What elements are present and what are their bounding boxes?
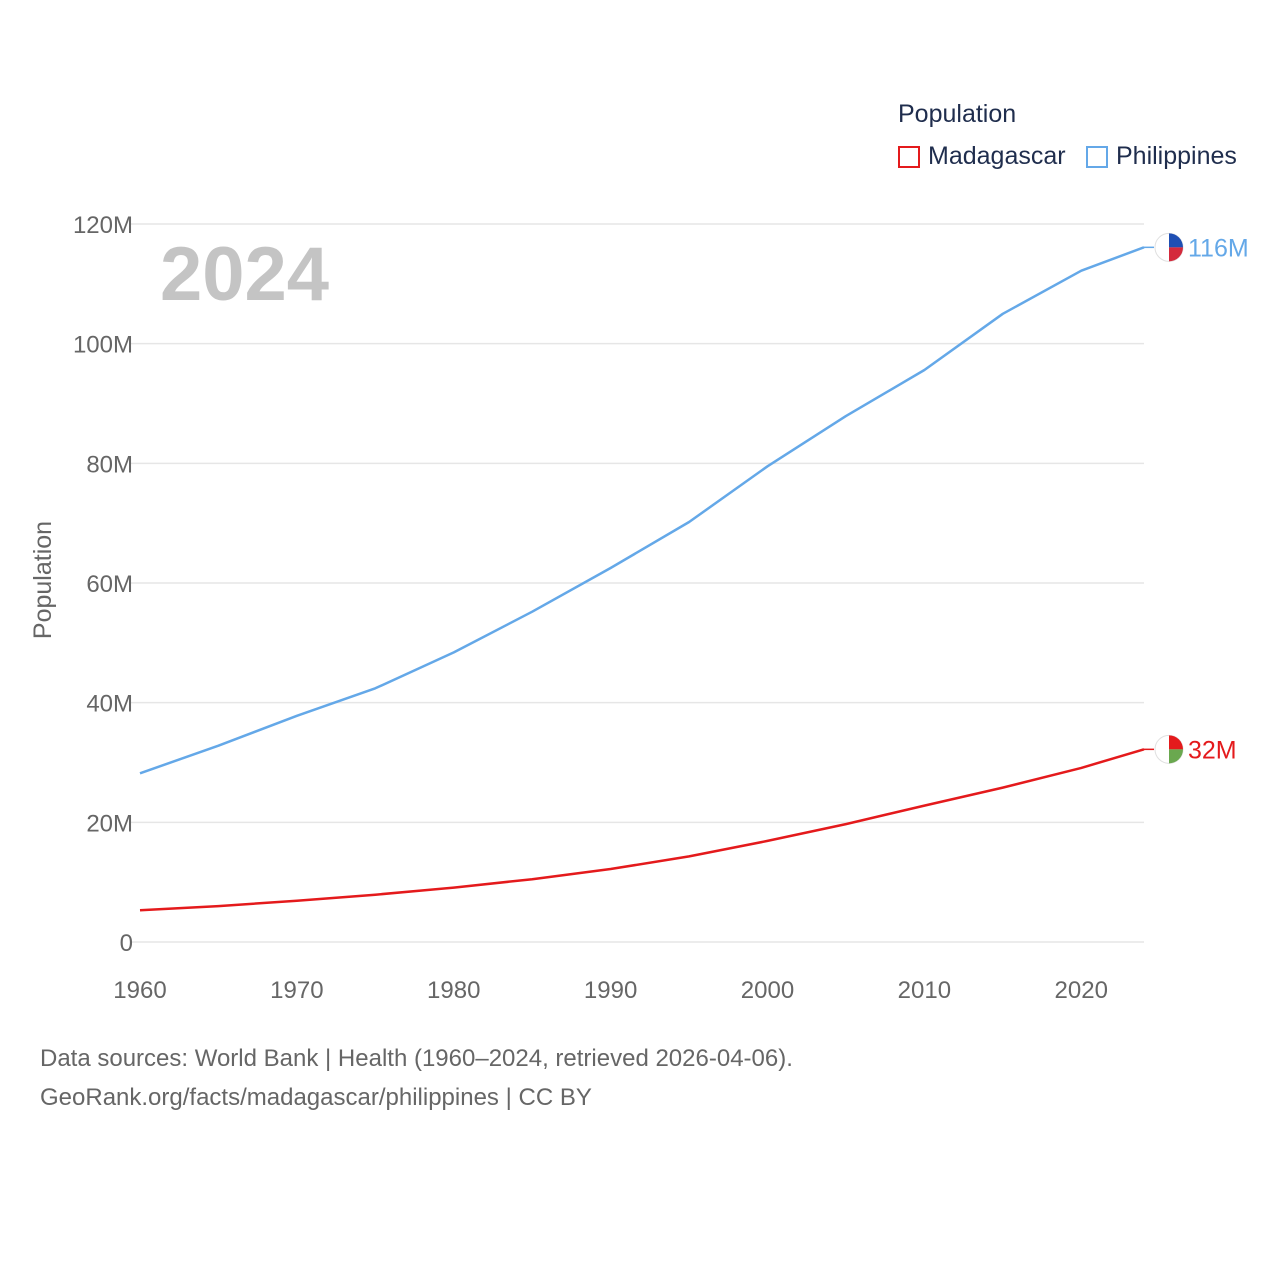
- flag-bottom: [1169, 749, 1183, 764]
- y-axis-label: Population: [29, 521, 57, 639]
- x-tick-label: 2020: [1055, 977, 1108, 1004]
- flag-bottom: [1169, 247, 1183, 262]
- y-tick-label: 60M: [86, 571, 133, 598]
- source-line-1: Data sources: World Bank | Health (1960–…: [40, 1045, 793, 1072]
- flag-top: [1169, 233, 1183, 248]
- flag-top: [1169, 735, 1183, 750]
- series-group: 32M 116M: [139, 232, 1249, 912]
- x-axis-ticks: 1960 1970 1980 1990 2000 2010 2020: [113, 977, 1108, 1004]
- y-tick-label: 120M: [73, 212, 133, 239]
- y-tick-label: 100M: [73, 332, 133, 359]
- grid-lines: [130, 223, 1144, 943]
- x-tick-label: 1970: [270, 977, 323, 1004]
- legend-swatch-madagascar: [898, 145, 920, 168]
- legend-title: Population: [898, 100, 1017, 128]
- x-tick-label: 2000: [741, 977, 794, 1004]
- flag-marker-philippines: [1154, 232, 1184, 262]
- x-tick-label: 1960: [113, 977, 166, 1004]
- legend-label-madagascar: Madagascar: [928, 142, 1066, 170]
- legend-swatch-philippines: [1086, 145, 1108, 168]
- y-axis-ticks: 0 20M 40M 60M 80M 100M 120M: [73, 212, 133, 957]
- x-tick-label: 1990: [584, 977, 637, 1004]
- y-tick-label: 40M: [86, 691, 133, 718]
- y-tick-label: 20M: [86, 810, 133, 837]
- y-tick-label: 0: [120, 930, 133, 957]
- year-watermark: 2024: [160, 232, 329, 317]
- y-tick-label: 80M: [86, 451, 133, 478]
- end-label-madagascar: 32M: [1188, 736, 1237, 764]
- x-tick-label: 1980: [427, 977, 480, 1004]
- x-tick-label: 2010: [898, 977, 951, 1004]
- legend-label-philippines: Philippines: [1116, 142, 1237, 170]
- legend-item-philippines[interactable]: Philippines: [1086, 142, 1237, 171]
- series-line-philippines: [139, 246, 1145, 775]
- end-label-philippines: 116M: [1188, 234, 1249, 262]
- legend-item-madagascar[interactable]: Madagascar: [898, 142, 1066, 171]
- flag-marker-madagascar: [1154, 734, 1184, 764]
- series-line-madagascar: [139, 748, 1145, 912]
- source-line-2[interactable]: GeoRank.org/facts/madagascar/philippines…: [40, 1084, 592, 1111]
